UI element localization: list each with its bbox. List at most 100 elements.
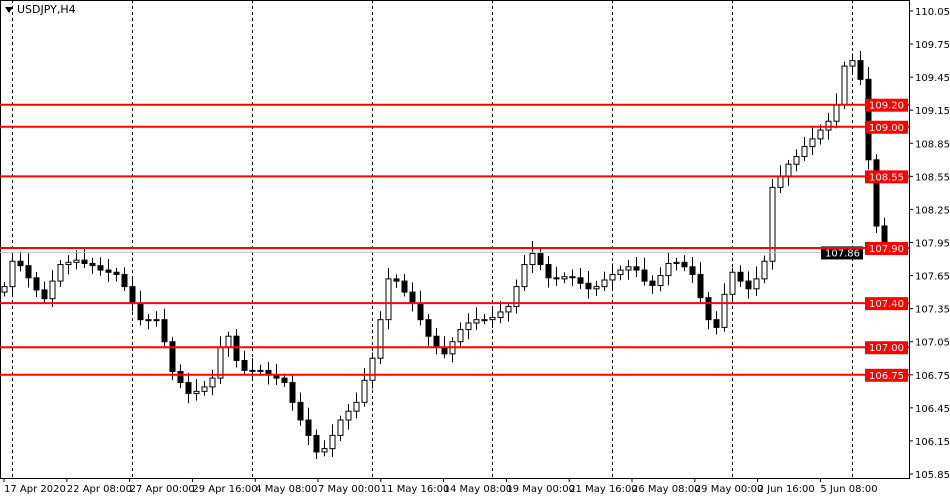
candle-body (145, 319, 152, 322)
level-price-badge (865, 297, 908, 311)
candle-body (497, 311, 504, 318)
candle-body (217, 346, 224, 379)
candle-body (417, 302, 424, 321)
candle-body (793, 156, 800, 165)
y-tick-label: 105.85 (915, 470, 950, 481)
candle-body (737, 271, 744, 282)
level-price-badge (865, 98, 908, 112)
level-price-label: 108.55 (869, 172, 904, 183)
candle-body (777, 175, 784, 188)
candle-body (513, 286, 520, 307)
y-tick-label: 106.45 (915, 404, 950, 415)
candle-body (409, 291, 416, 304)
candle-body (25, 265, 32, 279)
candle-body (329, 434, 336, 450)
candle-body (569, 276, 576, 279)
candle-body (761, 260, 768, 280)
chart-title: USDJPY,H4 (5, 3, 76, 16)
x-tick-label: 7 May 00:00 (318, 484, 380, 495)
candle-body (193, 390, 200, 395)
candle-body (537, 253, 544, 266)
candle-body (369, 357, 376, 381)
candle-body (337, 419, 344, 436)
candle-body (89, 262, 96, 267)
candle-body (321, 448, 328, 453)
candle-body (9, 260, 16, 288)
candle-body (377, 319, 384, 359)
candle-body (353, 401, 360, 412)
y-tick-label: 108.55 (915, 172, 950, 183)
candle-body (401, 280, 408, 293)
candle-body (745, 280, 752, 290)
candle-body (57, 264, 64, 282)
symbol-label: USDJPY,H4 (17, 3, 76, 16)
candle-body (121, 273, 128, 288)
candle-body (385, 278, 392, 321)
level-price-label: 109.20 (869, 101, 904, 112)
candle-body (673, 261, 680, 264)
candle-body (729, 271, 736, 295)
candle-body (473, 319, 480, 324)
candle-body (625, 266, 632, 271)
x-tick-label: 21 May 16:00 (569, 484, 638, 495)
candle-body (857, 60, 864, 80)
level-price-badge (865, 368, 908, 382)
candle-body (305, 419, 312, 436)
candle-body (865, 78, 872, 161)
candle-body (17, 260, 24, 267)
candle-body (601, 279, 608, 288)
level-price-badge (865, 242, 908, 256)
x-tick-label: 5 Jun 08:00 (820, 484, 877, 495)
candle-body (657, 275, 664, 286)
candle-body (169, 341, 176, 372)
candle-body (129, 286, 136, 304)
candle-body (281, 377, 288, 384)
candle-body (585, 282, 592, 290)
candle-body (769, 186, 776, 262)
level-price-label: 107.90 (869, 244, 904, 255)
candle-body (297, 401, 304, 421)
candle-body (641, 269, 648, 282)
candle-body (785, 163, 792, 177)
level-price-badge (865, 341, 908, 355)
candle-body (521, 264, 528, 288)
candle-body (433, 335, 440, 348)
x-tick-label: 17 Apr 2020 (4, 484, 66, 495)
candle-body (817, 129, 824, 140)
candle-body (505, 305, 512, 313)
candle-body (113, 271, 120, 275)
y-tick-label: 106.75 (915, 371, 950, 382)
candle-body (225, 335, 232, 348)
y-tick-label: 110.05 (915, 7, 950, 18)
candle-body (553, 277, 560, 280)
y-tick-label: 107.35 (915, 305, 950, 316)
candle-body (73, 259, 80, 263)
x-tick-label: 2 Jun 16:00 (758, 484, 815, 495)
candle-body (361, 379, 368, 403)
candle-body (313, 434, 320, 453)
current-price-badge (821, 246, 863, 260)
candle-body (233, 335, 240, 361)
level-price-badge (865, 120, 908, 134)
candle-body (425, 319, 432, 337)
y-tick-label: 107.95 (915, 239, 950, 250)
candle-body (49, 280, 56, 300)
level-price-badge (865, 170, 908, 184)
candle-body (81, 259, 88, 264)
current-price-label: 107.86 (825, 248, 860, 259)
candle-body (649, 280, 656, 286)
y-tick-label: 109.15 (915, 106, 950, 117)
level-price-label: 107.00 (869, 343, 904, 354)
candle-body (577, 277, 584, 284)
candle-body (617, 269, 624, 275)
dropdown-triangle-icon[interactable] (5, 6, 13, 13)
candle-body (801, 146, 808, 158)
candle-body (209, 377, 216, 388)
candle-body (481, 319, 488, 322)
candle-body (457, 329, 464, 343)
candle-body (249, 369, 256, 372)
candle-body (489, 316, 496, 321)
candle-body (201, 386, 208, 392)
